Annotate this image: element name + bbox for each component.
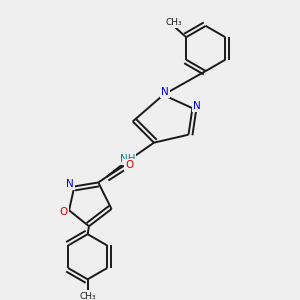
Text: O: O — [125, 160, 134, 170]
Text: N: N — [66, 179, 74, 189]
Text: NH: NH — [120, 154, 135, 164]
Text: CH₃: CH₃ — [166, 18, 183, 27]
Text: O: O — [60, 207, 68, 217]
Text: N: N — [161, 87, 169, 97]
Text: N: N — [194, 101, 201, 111]
Text: CH₃: CH₃ — [79, 292, 96, 300]
